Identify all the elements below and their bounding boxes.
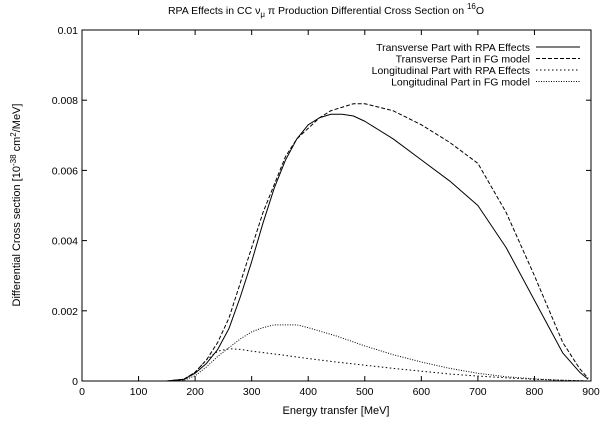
y-tick-label: 0.002: [52, 306, 78, 318]
legend-label-1: Transverse Part with RPA Effects: [376, 42, 530, 54]
y-tick-label: 0.006: [52, 165, 78, 177]
legend-label-4: Longitudinal Part in FG model: [391, 77, 530, 89]
x-tick-label: 100: [130, 386, 148, 398]
series-line-3: [82, 348, 589, 382]
x-tick-label: 600: [413, 386, 431, 398]
series-line-4: [82, 324, 589, 382]
x-axis-label: Energy transfer [MeV]: [283, 405, 390, 417]
chart-title: RPA Effects in CC νμ π Production Differ…: [168, 2, 484, 19]
y-tick-label: 0.004: [52, 236, 78, 248]
y-axis-label: Differential Cross section [10-38 cm2/Me…: [9, 104, 23, 307]
series-line-1: [82, 113, 589, 382]
legend: Transverse Part with RPA EffectsTransver…: [372, 42, 580, 89]
x-tick-label: 300: [243, 386, 261, 398]
y-tick-label: 0.01: [58, 25, 79, 37]
x-tick-label: 0: [79, 386, 85, 398]
x-axis: 0 100 200 300 400 500 600 700 800 900: [79, 30, 600, 398]
plot-frame: [81, 29, 592, 382]
legend-label-2: Transverse Part in FG model: [396, 54, 530, 66]
x-tick-label: 400: [299, 386, 317, 398]
x-tick-label: 700: [469, 386, 487, 398]
series-line-2: [82, 103, 589, 382]
title-isotope-superscript: 16: [467, 2, 476, 11]
y-tick-label: 0: [72, 376, 78, 388]
x-tick-label: 800: [526, 386, 544, 398]
y-axis: 0 0.002 0.004 0.006 0.008 0.01: [52, 25, 591, 388]
y-tick-label: 0.008: [52, 95, 78, 107]
x-tick-label: 200: [186, 386, 204, 398]
title-nu-subscript: μ: [260, 10, 265, 19]
x-tick-label: 500: [356, 386, 374, 398]
plot-curves: [82, 103, 589, 382]
legend-label-3: Longitudinal Part with RPA Effects: [372, 65, 530, 77]
x-tick-label: 900: [582, 386, 600, 398]
